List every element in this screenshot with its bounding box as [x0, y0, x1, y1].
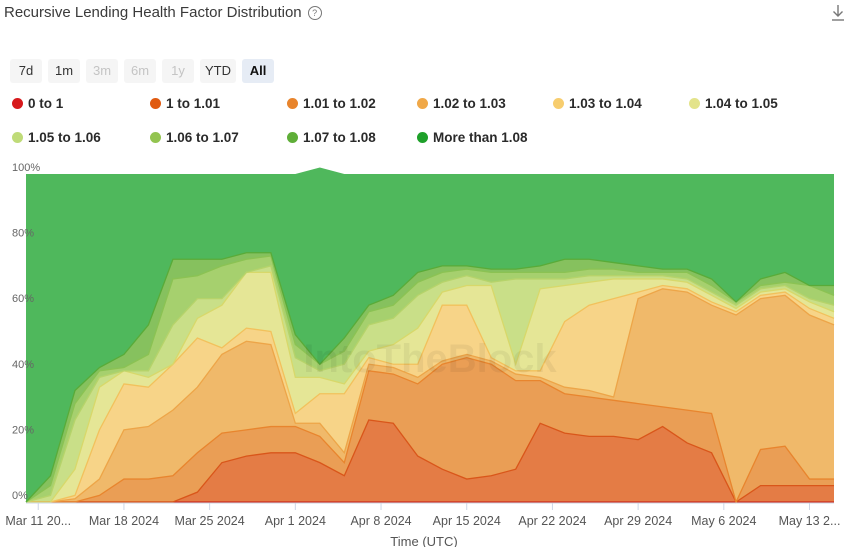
series-line-6	[26, 271, 835, 503]
x-tick-label: May 6 2024	[691, 514, 756, 528]
series-line-7	[25, 265, 835, 503]
legend-dot-icon	[417, 132, 428, 143]
x-tick-label: Apr 29 2024	[604, 514, 672, 528]
legend-dot-icon	[150, 98, 161, 109]
watermark: IntoTheBlock	[303, 337, 557, 381]
x-tick-label: Apr 1 2024	[265, 514, 326, 528]
area-series-6	[26, 272, 834, 502]
legend-item[interactable]: 1.02 to 1.03	[417, 96, 506, 111]
legend-label: 1.03 to 1.04	[569, 96, 642, 111]
y-tick-label: 20%	[12, 424, 34, 436]
y-tick-label: 100%	[12, 162, 40, 174]
legend-item[interactable]: More than 1.08	[417, 130, 528, 145]
area-series-2	[26, 420, 834, 502]
legend-dot-icon	[287, 98, 298, 109]
question-circle-icon[interactable]: ?	[307, 5, 322, 20]
range-button-3m: 3m	[86, 59, 118, 83]
x-tick-label: Apr 8 2024	[350, 514, 411, 528]
chart-title: Recursive Lending Health Factor Distribu…	[4, 4, 322, 21]
legend-label: More than 1.08	[433, 130, 528, 145]
x-tick-label: Apr 22 2024	[518, 514, 586, 528]
series-line-5	[26, 284, 835, 503]
legend-label: 1.06 to 1.07	[166, 130, 239, 145]
x-tick-label: Mar 11 20...	[5, 514, 71, 528]
legend-label: 1.04 to 1.05	[705, 96, 778, 111]
x-axis-label: Time (UTC)	[390, 534, 457, 547]
legend-label: 1.01 to 1.02	[303, 96, 376, 111]
legend-dot-icon	[150, 132, 161, 143]
time-range-selector: 7d 1m 3m 6m 1y YTD All	[10, 59, 274, 83]
legend-label: 1.07 to 1.08	[303, 130, 376, 145]
legend-item[interactable]: 1 to 1.01	[150, 96, 220, 111]
legend-dot-icon	[12, 132, 23, 143]
legend-label: 1.05 to 1.06	[28, 130, 101, 145]
legend-dot-icon	[12, 98, 23, 109]
legend-label: 1.02 to 1.03	[433, 96, 506, 111]
area-series-3	[26, 357, 834, 502]
range-button-6m: 6m	[124, 59, 156, 83]
legend-item[interactable]: 0 to 1	[12, 96, 63, 111]
legend-item[interactable]: 1.05 to 1.06	[12, 130, 101, 145]
series-line-8	[25, 255, 835, 503]
legend-label: 0 to 1	[28, 96, 64, 111]
legend-dot-icon	[689, 98, 700, 109]
range-button-1m[interactable]: 1m	[48, 59, 80, 83]
y-tick-label: 80%	[12, 228, 34, 240]
y-tick-label: 60%	[12, 293, 34, 305]
chart-title-text: Recursive Lending Health Factor Distribu…	[4, 4, 302, 21]
series-line-3	[26, 357, 834, 504]
y-tick-label: 40%	[12, 359, 34, 371]
range-button-1y: 1y	[162, 59, 194, 83]
x-tick-label: Mar 18 2024	[89, 514, 159, 528]
legend-dot-icon	[417, 98, 428, 109]
area-series-10	[26, 167, 834, 502]
series-line-2	[26, 419, 834, 503]
range-button-7d[interactable]: 7d	[10, 59, 42, 83]
legend-item[interactable]: 1.04 to 1.05	[689, 96, 778, 111]
legend-dot-icon	[553, 98, 564, 109]
legend-label: 1 to 1.01	[166, 96, 221, 111]
series-line-9	[25, 252, 834, 503]
x-tick-label: Mar 25 2024	[175, 514, 245, 528]
y-tick-label: 0%	[12, 490, 28, 502]
range-button-all[interactable]: All	[242, 59, 274, 83]
x-tick-label: Apr 15 2024	[433, 514, 501, 528]
legend-item[interactable]: 1.01 to 1.02	[287, 96, 376, 111]
x-tick-label: May 13 2...	[779, 514, 841, 528]
download-icon[interactable]	[830, 4, 846, 22]
legend-item[interactable]: 1.03 to 1.04	[553, 96, 642, 111]
range-button-ytd[interactable]: YTD	[200, 59, 236, 83]
legend-item[interactable]: 1.06 to 1.07	[150, 130, 239, 145]
legend-item[interactable]: 1.07 to 1.08	[287, 130, 376, 145]
legend-dot-icon	[287, 132, 298, 143]
area-series-5	[26, 285, 834, 502]
series-line-4	[26, 288, 835, 503]
area-series-4	[26, 288, 834, 502]
